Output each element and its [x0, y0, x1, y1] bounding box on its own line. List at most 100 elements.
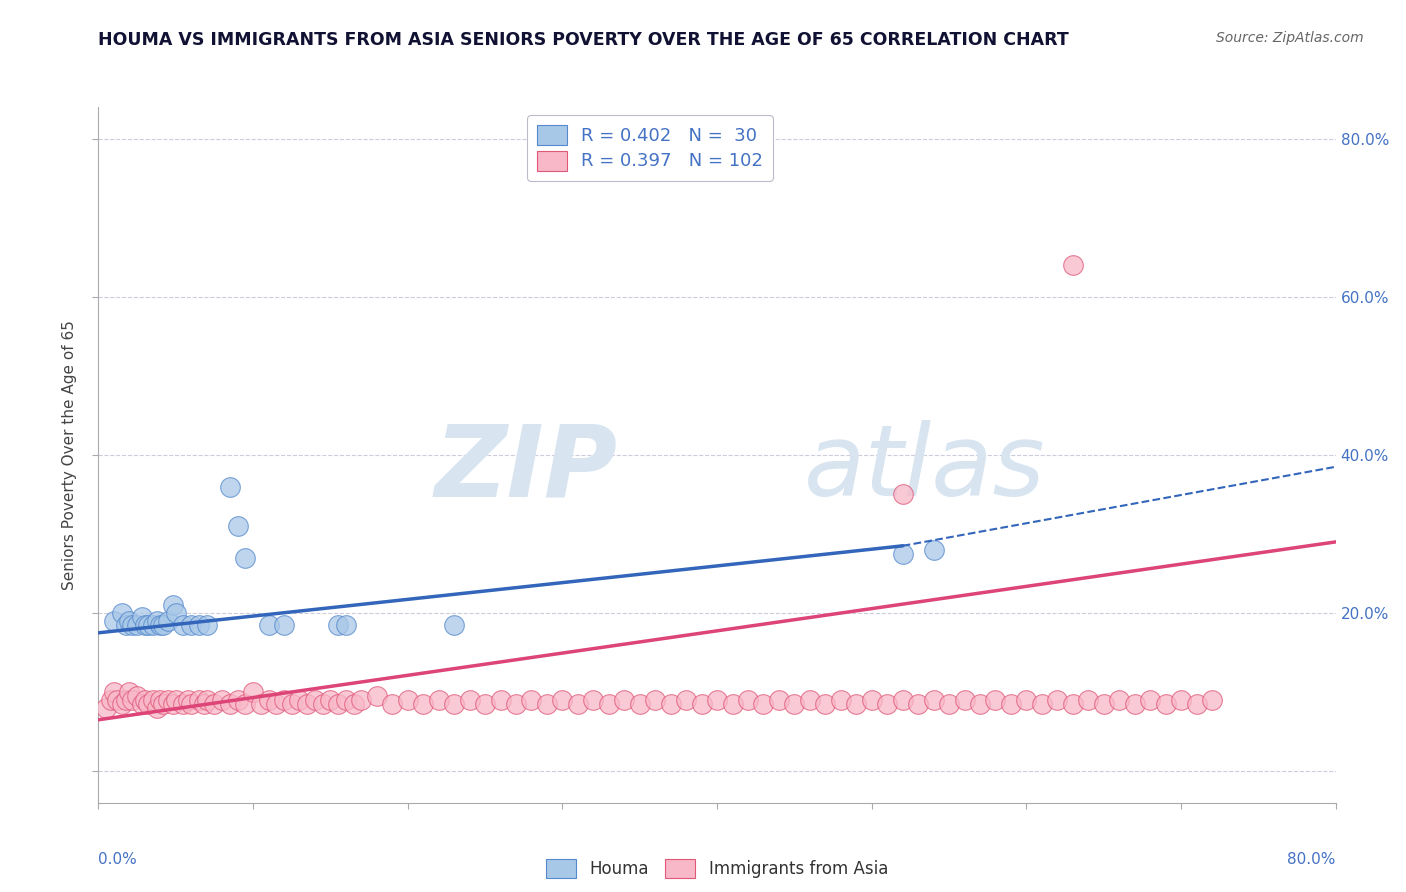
- Point: [157, 693, 180, 707]
- Point: [567, 697, 589, 711]
- Point: [134, 693, 156, 707]
- Text: Source: ZipAtlas.com: Source: ZipAtlas.com: [1216, 31, 1364, 45]
- Point: [100, 693, 122, 707]
- Point: [288, 693, 311, 707]
- Point: [242, 685, 264, 699]
- Point: [876, 697, 898, 711]
- Point: [134, 618, 156, 632]
- Point: [195, 693, 218, 707]
- Point: [1062, 697, 1084, 711]
- Point: [458, 693, 481, 707]
- Point: [613, 693, 636, 707]
- Point: [443, 697, 465, 711]
- Point: [146, 701, 169, 715]
- Point: [381, 697, 404, 711]
- Point: [127, 618, 149, 632]
- Point: [343, 697, 366, 711]
- Point: [219, 479, 242, 493]
- Point: [195, 618, 218, 632]
- Point: [922, 542, 945, 557]
- Point: [582, 693, 605, 707]
- Point: [1062, 258, 1084, 272]
- Point: [105, 693, 128, 707]
- Y-axis label: Seniors Poverty Over the Age of 65: Seniors Poverty Over the Age of 65: [62, 320, 77, 590]
- Point: [690, 697, 713, 711]
- Point: [721, 697, 744, 711]
- Point: [193, 697, 215, 711]
- Point: [188, 618, 211, 632]
- Point: [1201, 693, 1223, 707]
- Point: [297, 697, 319, 711]
- Point: [131, 610, 153, 624]
- Point: [628, 697, 651, 711]
- Point: [536, 697, 558, 711]
- Point: [149, 618, 172, 632]
- Point: [1139, 693, 1161, 707]
- Point: [188, 693, 211, 707]
- Point: [505, 697, 527, 711]
- Point: [204, 697, 226, 711]
- Point: [799, 693, 821, 707]
- Point: [162, 598, 184, 612]
- Point: [1108, 693, 1130, 707]
- Point: [984, 693, 1007, 707]
- Point: [111, 606, 134, 620]
- Point: [180, 697, 202, 711]
- Point: [235, 550, 257, 565]
- Point: [219, 697, 242, 711]
- Point: [326, 618, 350, 632]
- Point: [136, 697, 159, 711]
- Point: [1185, 697, 1208, 711]
- Text: atlas: atlas: [804, 420, 1045, 517]
- Point: [136, 618, 159, 632]
- Point: [319, 693, 342, 707]
- Point: [907, 697, 929, 711]
- Point: [127, 689, 149, 703]
- Point: [326, 697, 350, 711]
- Point: [235, 697, 257, 711]
- Point: [350, 693, 373, 707]
- Point: [273, 693, 295, 707]
- Point: [783, 697, 806, 711]
- Point: [103, 685, 125, 699]
- Point: [675, 693, 697, 707]
- Point: [860, 693, 883, 707]
- Point: [644, 693, 666, 707]
- Point: [335, 693, 357, 707]
- Point: [142, 618, 165, 632]
- Point: [266, 697, 288, 711]
- Point: [115, 618, 138, 632]
- Point: [177, 693, 200, 707]
- Point: [1046, 693, 1069, 707]
- Point: [891, 487, 914, 501]
- Text: 80.0%: 80.0%: [1288, 852, 1336, 866]
- Point: [257, 618, 280, 632]
- Point: [659, 697, 682, 711]
- Point: [121, 618, 143, 632]
- Point: [1015, 693, 1038, 707]
- Point: [814, 697, 837, 711]
- Point: [211, 693, 233, 707]
- Point: [412, 697, 434, 711]
- Point: [443, 618, 465, 632]
- Point: [1123, 697, 1146, 711]
- Point: [598, 697, 620, 711]
- Point: [938, 697, 960, 711]
- Point: [146, 614, 169, 628]
- Point: [250, 697, 273, 711]
- Point: [152, 697, 174, 711]
- Point: [1077, 693, 1099, 707]
- Point: [396, 693, 419, 707]
- Point: [312, 697, 335, 711]
- Point: [131, 697, 153, 711]
- Point: [551, 693, 574, 707]
- Point: [1000, 697, 1022, 711]
- Point: [706, 693, 728, 707]
- Point: [152, 618, 174, 632]
- Point: [111, 697, 134, 711]
- Point: [96, 701, 118, 715]
- Point: [142, 693, 165, 707]
- Point: [162, 697, 184, 711]
- Point: [281, 697, 304, 711]
- Point: [165, 606, 187, 620]
